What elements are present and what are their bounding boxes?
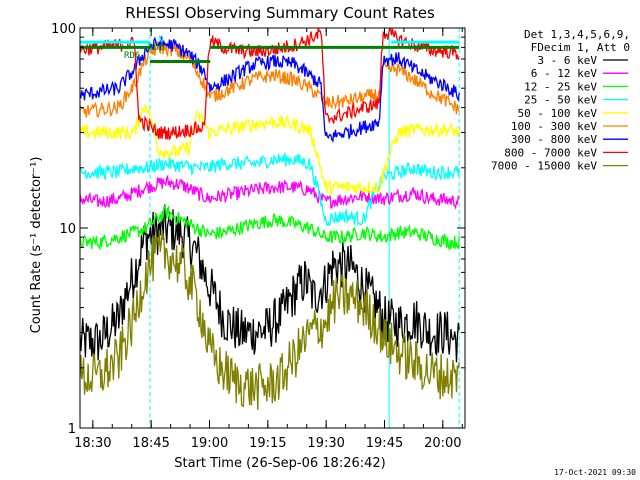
legend-label-3: 12 - 25 keV	[524, 80, 597, 93]
x-tick-label: 18:30	[74, 436, 111, 451]
chart-title: RHESSI Observing Summary Count Rates	[125, 4, 435, 22]
series-line-4	[80, 152, 460, 227]
flag-label-0: RD6	[124, 51, 140, 61]
series-line-6	[80, 40, 460, 119]
x-tick-label: 18:45	[132, 436, 169, 451]
series-line-2	[80, 174, 460, 210]
x-axis-label: Start Time (26-Sep-06 18:26:42)	[174, 456, 385, 471]
y-tick-label: 10	[59, 222, 76, 237]
y-axis-label: Count Rate (s⁻¹ detector⁻¹)	[29, 157, 44, 334]
legend-label-9: 7000 - 15000 keV	[491, 160, 597, 173]
footer-date: 17-Oct-2021 09:30	[554, 468, 636, 477]
legend-label-8: 800 - 7000 keV	[504, 146, 597, 159]
x-tick-label: 20:00	[424, 436, 461, 451]
series-line-8	[80, 28, 460, 141]
legend-label-4: 25 - 50 keV	[524, 94, 597, 107]
y-tick-label: 100	[51, 22, 76, 37]
x-tick-label: 19:15	[249, 436, 286, 451]
x-tick-label: 19:30	[307, 436, 344, 451]
series-lines	[80, 28, 460, 410]
series-line-5	[80, 104, 460, 197]
series-line-1	[80, 204, 460, 363]
legend-header-line: FDecim 1, Att 0	[531, 41, 630, 54]
series-line-9	[80, 230, 460, 410]
x-tick-label: 19:45	[366, 436, 403, 451]
legend-label-7: 300 - 800 keV	[511, 133, 597, 146]
series-line-7	[80, 35, 460, 143]
flag-label-1: RD6	[148, 43, 164, 53]
legend-label-1: 3 - 6 keV	[537, 54, 597, 67]
series-line-3	[80, 205, 460, 252]
legend-header-line: Det 1,3,4,5,6,9,	[524, 28, 630, 41]
legend-label-2: 6 - 12 keV	[531, 67, 598, 80]
y-tick-label: 1	[68, 422, 76, 437]
legend: Det 1,3,4,5,6,9,FDecim 1, Att 03 - 6 keV…	[491, 28, 630, 173]
x-tick-label: 19:00	[191, 436, 228, 451]
legend-label-5: 50 - 100 keV	[518, 107, 598, 120]
legend-label-6: 100 - 300 keV	[511, 120, 597, 133]
flag-label-2: N	[158, 35, 163, 45]
